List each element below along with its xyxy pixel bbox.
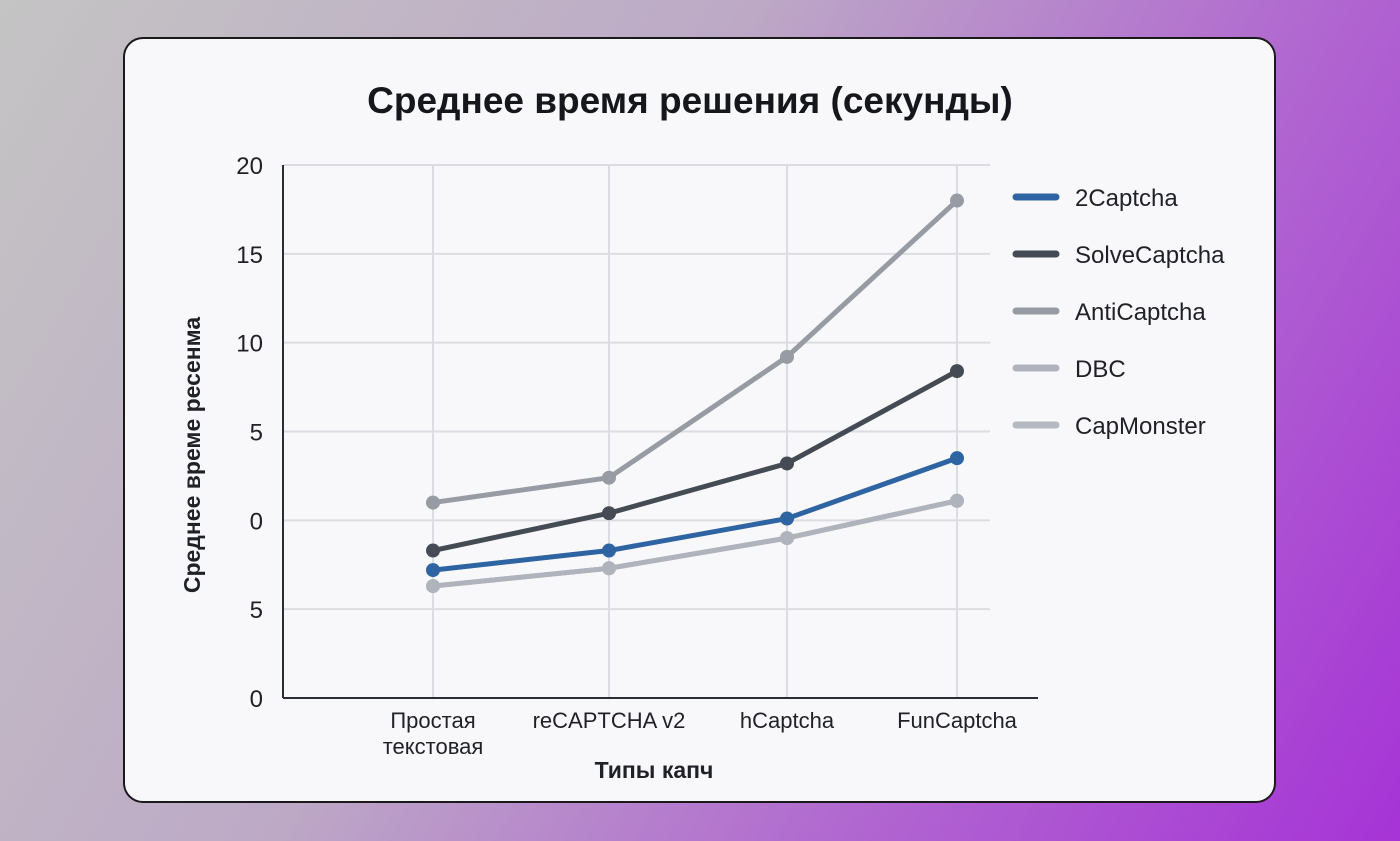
data-point-2captcha (602, 543, 616, 558)
x-tick-label: hCaptcha (740, 708, 835, 733)
y-tick-label: 15 (236, 242, 263, 269)
x-axis-label: Типы капч (595, 757, 714, 783)
data-point-solvecaptcha (950, 364, 964, 379)
data-point-solvecaptcha (602, 506, 616, 521)
legend-label: SolveCaptcha (1075, 242, 1225, 269)
data-point-solvecaptcha (780, 456, 794, 471)
y-tick-label: 5 (250, 420, 263, 447)
series-line-anticaptcha (432, 198, 959, 506)
data-point-2captcha (426, 563, 440, 578)
data-point-2captcha (780, 511, 794, 526)
series-line-dbc (432, 498, 958, 589)
legend-item: 2Captcha (1012, 185, 1178, 212)
legend-label: 2Captcha (1075, 185, 1178, 212)
chart-title: Среднее время решения (секунды) (367, 80, 1013, 121)
y-tick-label: 20 (236, 153, 263, 180)
series-line-capmonster (432, 498, 958, 589)
legend-label: CapMonster (1075, 413, 1206, 440)
x-tick-label: FunCaptcha (897, 708, 1018, 733)
y-tick-label: 0 (250, 508, 263, 535)
series-line-solvecaptcha (432, 368, 959, 553)
data-point-anticaptcha (950, 193, 964, 208)
data-point-anticaptcha (602, 470, 616, 485)
y-axis-label: Среднее време ресенма (179, 317, 205, 594)
series-line-2captcha (432, 455, 958, 573)
legend-label: AntiCaptcha (1075, 299, 1206, 326)
legend-item: AntiCaptcha (1012, 299, 1206, 326)
y-tick-label: 10 (236, 331, 263, 358)
data-point-dbc (780, 531, 794, 546)
legend-item: CapMonster (1012, 413, 1206, 440)
y-tick-label: 5 (250, 597, 263, 624)
x-tick-label: reCAPTCHA v2 (533, 708, 686, 733)
data-point-dbc (426, 579, 440, 594)
legend-item: SolveCaptcha (1012, 242, 1225, 269)
data-point-anticaptcha (780, 349, 794, 364)
data-point-dbc (602, 561, 616, 576)
legend-label: DBC (1075, 356, 1126, 383)
x-tick-label: Простая текстовая (383, 708, 484, 759)
data-point-solvecaptcha (426, 543, 440, 558)
data-point-dbc (950, 493, 964, 508)
legend-item: DBC (1012, 356, 1126, 383)
data-point-2captcha (950, 451, 964, 466)
y-tick-label: 0 (250, 686, 263, 713)
data-point-anticaptcha (426, 495, 440, 510)
